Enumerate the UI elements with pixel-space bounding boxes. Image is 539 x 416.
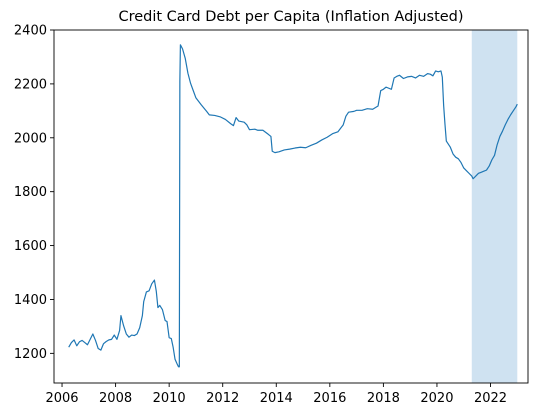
y-tick-label: 1800 [14, 185, 47, 200]
x-tick-label: 2014 [260, 391, 293, 406]
y-tick-label: 1400 [14, 293, 47, 308]
x-tick-label: 2010 [153, 391, 186, 406]
series-line-0 [68, 44, 518, 368]
shaded-region [471, 30, 518, 383]
x-tick-label: 2006 [45, 391, 78, 406]
x-tick-label: 2016 [313, 391, 346, 406]
chart-title: Credit Card Debt per Capita (Inflation A… [118, 9, 463, 25]
y-axis: 1200 1400 1600 1800 2000 2200 2400 [14, 24, 54, 362]
y-tick-label: 2200 [14, 77, 47, 92]
line-layer [68, 44, 518, 368]
x-tick-label: 2008 [99, 391, 132, 406]
y-tick-label: 1200 [14, 347, 47, 362]
x-tick-label: 2018 [367, 391, 400, 406]
y-tick-label: 2400 [14, 24, 47, 39]
y-tick-label: 2000 [14, 131, 47, 146]
x-axis: 2006 2008 2010 2012 2014 2016 2018 2020 2022 [45, 383, 507, 406]
x-tick-label: 2020 [420, 391, 453, 406]
x-tick-label: 2012 [206, 391, 239, 406]
plot-frame [53, 29, 529, 384]
x-tick-label: 2022 [474, 391, 507, 406]
y-tick-label: 1600 [14, 239, 47, 254]
shade-layer [471, 30, 518, 383]
